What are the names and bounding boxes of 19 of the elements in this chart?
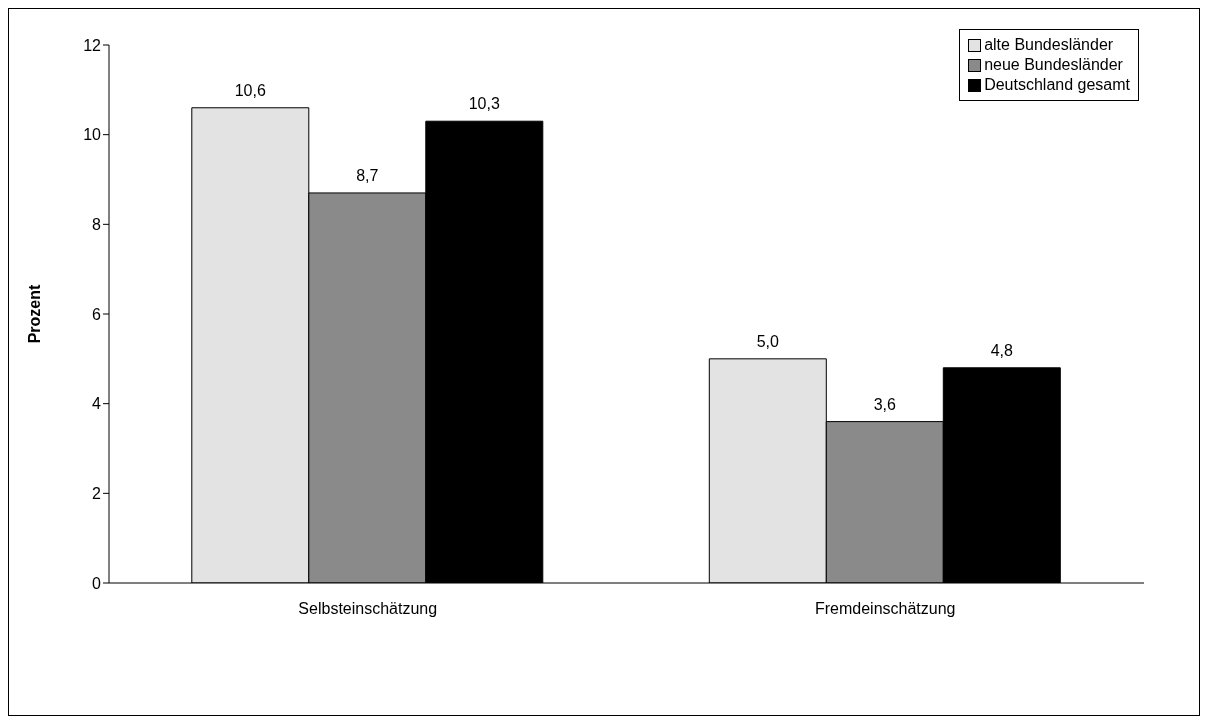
y-tick-label: 4 <box>92 395 102 413</box>
legend-label: alte Bundesländer <box>984 36 1114 54</box>
y-tick-label: 12 <box>83 36 102 54</box>
data-label: 4,8 <box>990 341 1014 359</box>
legend-label: Deutschland gesamt <box>984 76 1130 94</box>
x-tick-label: Fremdeinschätzung <box>814 600 956 618</box>
data-label: 10,3 <box>468 95 500 113</box>
y-tick-label: 10 <box>83 126 102 144</box>
legend-label: neue Bundesländer <box>984 56 1123 74</box>
y-tick-label: 2 <box>92 485 102 503</box>
data-label: 5,0 <box>756 332 780 350</box>
y-axis-title: Prozent <box>25 283 43 344</box>
data-label: 10,6 <box>234 81 266 99</box>
x-tick-label: Selbsteinschätzung <box>298 600 438 618</box>
y-tick-label: 6 <box>92 305 102 323</box>
y-tick-label: 0 <box>92 574 102 592</box>
y-tick-label: 8 <box>92 216 102 234</box>
data-label: 8,7 <box>356 166 379 184</box>
data-label: 3,6 <box>873 395 897 413</box>
